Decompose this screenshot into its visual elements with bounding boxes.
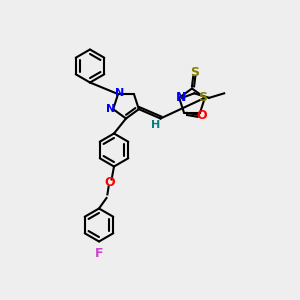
Text: S: S	[190, 65, 199, 79]
Text: O: O	[197, 110, 207, 122]
Text: O: O	[104, 176, 115, 190]
Text: S: S	[198, 91, 207, 104]
Text: N: N	[106, 104, 115, 114]
Text: N: N	[176, 91, 187, 104]
Text: N: N	[115, 88, 124, 98]
Text: F: F	[95, 247, 103, 260]
Text: H: H	[152, 120, 160, 130]
